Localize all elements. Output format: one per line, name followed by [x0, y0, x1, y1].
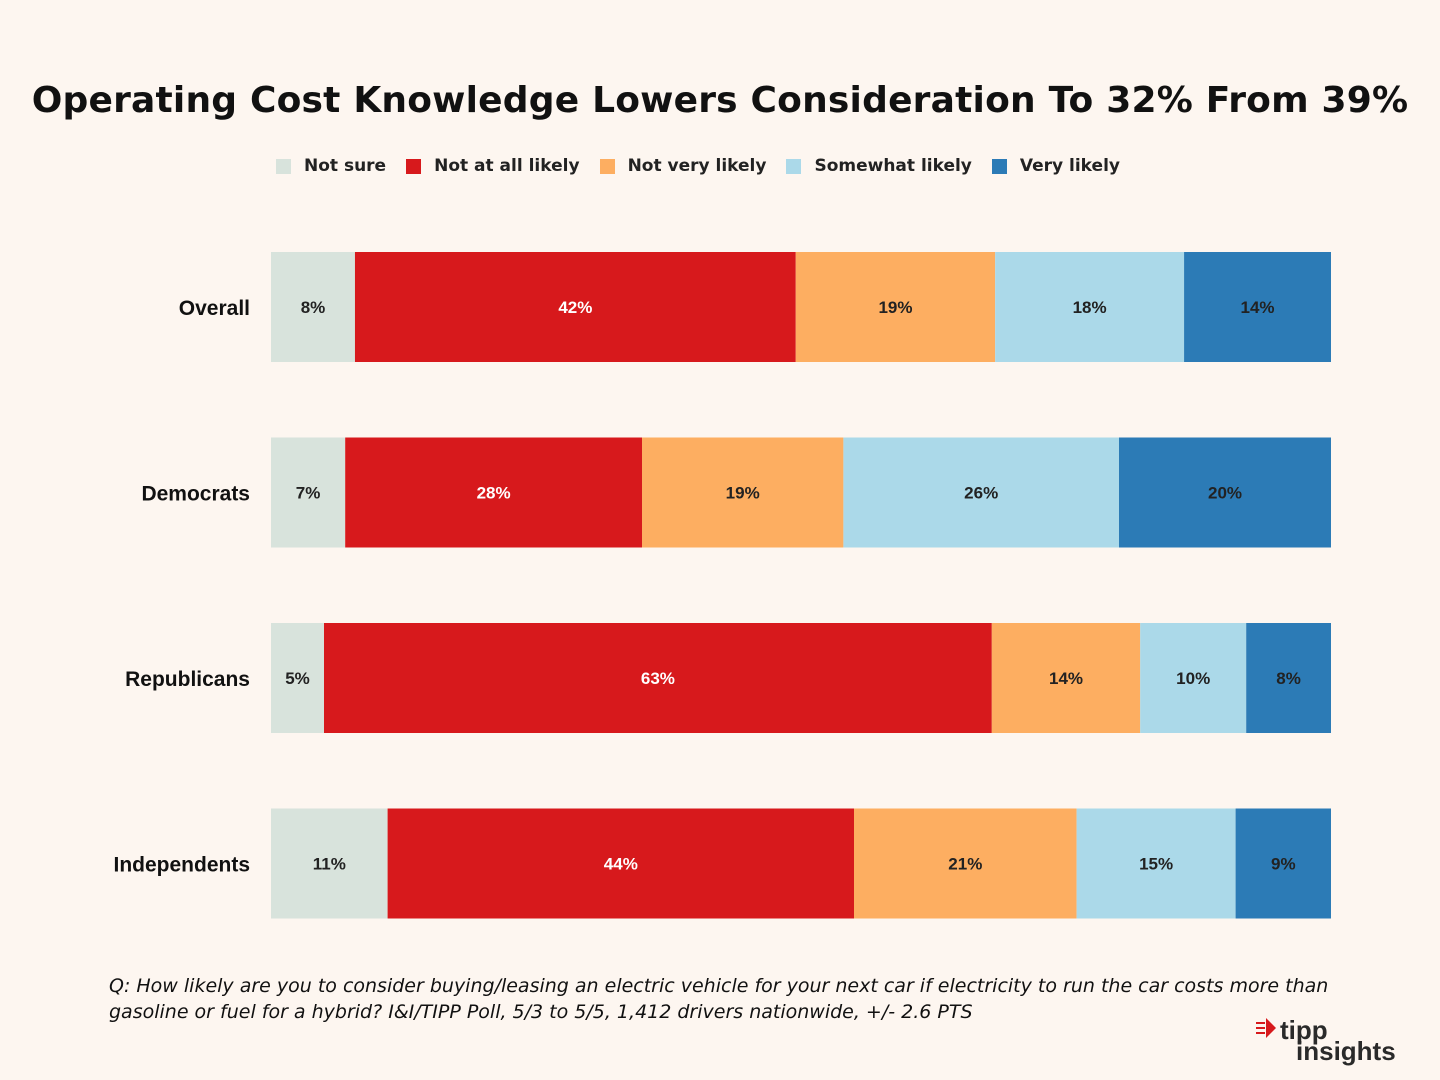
legend-label: Not very likely: [627, 156, 767, 176]
data-label-overall-not-at-all-likely: 42%: [558, 298, 592, 317]
data-label-democrats-not-very-likely: 19%: [726, 484, 760, 503]
bar-segment-democrats-not-sure: [271, 437, 346, 548]
bar-segment-independents-very-likely: [1235, 808, 1331, 919]
bar-segment-independents-not-sure: [271, 808, 388, 919]
category-label-independents: Independents: [113, 854, 250, 877]
data-label-republicans-not-very-likely: 14%: [1049, 669, 1083, 688]
chart-title: Operating Cost Knowledge Lowers Consider…: [31, 80, 1409, 121]
legend-label: Not sure: [304, 156, 387, 176]
legend-label: Somewhat likely: [814, 156, 972, 176]
bar-segment-republicans-not-sure: [271, 623, 324, 733]
legend-swatch: [599, 158, 615, 174]
category-label-republicans: Republicans: [125, 668, 250, 691]
legend-item-not-very-likely: Not very likely: [599, 156, 767, 176]
data-label-independents-not-very-likely: 21%: [948, 855, 982, 874]
bar-segment-overall-not-very-likely: [795, 252, 996, 362]
legend-item-somewhat-likely: Somewhat likely: [786, 156, 972, 176]
bar-segment-overall-not-at-all-likely: [354, 252, 796, 362]
data-label-overall-not-sure: 8%: [301, 298, 326, 317]
stacked-bar-chart: Overall 8% 42% 19% 18% 14% Democrats 7% 28% 19% 26…: [113, 252, 1331, 919]
data-label-republicans-not-sure: 5%: [285, 669, 310, 688]
data-label-independents-somewhat-likely: 15%: [1139, 855, 1173, 874]
bar-segment-overall-very-likely: [1184, 252, 1331, 362]
tipp-insights-logo: tipp insights: [1256, 1015, 1396, 1066]
bar-segment-independents-not-very-likely: [854, 808, 1077, 919]
data-label-overall-very-likely: 14%: [1241, 298, 1275, 317]
legend-swatch: [991, 158, 1007, 174]
bar-segment-republicans-somewhat-likely: [1140, 623, 1247, 733]
logo-line1: tipp: [1280, 1015, 1328, 1045]
data-label-republicans-somewhat-likely: 10%: [1176, 669, 1210, 688]
legend-swatch: [786, 158, 802, 174]
data-label-democrats-not-sure: 7%: [296, 484, 321, 503]
data-label-democrats-very-likely: 20%: [1208, 484, 1242, 503]
bar-segment-republicans-not-at-all-likely: [324, 623, 992, 733]
bar-segment-overall-somewhat-likely: [995, 252, 1185, 362]
logo-arrow-icon: [1256, 1018, 1276, 1038]
legend-item-not-sure: Not sure: [276, 156, 386, 176]
data-label-democrats-somewhat-likely: 26%: [964, 484, 998, 503]
data-label-independents-not-at-all-likely: 44%: [604, 855, 638, 874]
bar-segment-democrats-not-very-likely: [642, 437, 844, 548]
bar-segment-democrats-somewhat-likely: [843, 437, 1119, 548]
legend-label: Not at all likely: [434, 156, 580, 176]
legend-swatch: [276, 158, 291, 174]
category-label-democrats: Democrats: [141, 483, 250, 506]
legend-swatch: [406, 158, 422, 174]
bar-segment-democrats-very-likely: [1119, 437, 1331, 548]
footnote: Q: How likely are you to consider buying…: [109, 975, 1329, 1023]
category-label-overall: Overall: [179, 297, 250, 320]
data-label-democrats-not-at-all-likely: 28%: [477, 484, 511, 503]
data-label-independents-not-sure: 11%: [313, 855, 346, 874]
logo-line2: insights: [1296, 1036, 1396, 1066]
bar-segment-republicans-not-very-likely: [991, 623, 1141, 733]
data-label-overall-somewhat-likely: 18%: [1073, 298, 1107, 317]
legend-label: Very likely: [1019, 156, 1120, 176]
legend: Not sure Not at all likely Not very likely…: [276, 154, 1140, 178]
bar-segment-overall-not-sure: [271, 252, 355, 362]
legend-item-very-likely: Very likely: [991, 156, 1120, 176]
data-label-republicans-not-at-all-likely: 63%: [641, 669, 675, 688]
data-label-independents-very-likely: 9%: [1271, 855, 1296, 874]
bar-segment-independents-somewhat-likely: [1076, 808, 1236, 919]
bar-segment-democrats-not-at-all-likely: [345, 437, 642, 548]
bar-segment-republicans-very-likely: [1246, 623, 1331, 733]
data-label-overall-not-very-likely: 19%: [878, 298, 912, 317]
legend-item-not-at-all-likely: Not at all likely: [406, 156, 580, 176]
bar-segment-independents-not-at-all-likely: [387, 808, 854, 919]
data-label-republicans-very-likely: 8%: [1276, 669, 1301, 688]
